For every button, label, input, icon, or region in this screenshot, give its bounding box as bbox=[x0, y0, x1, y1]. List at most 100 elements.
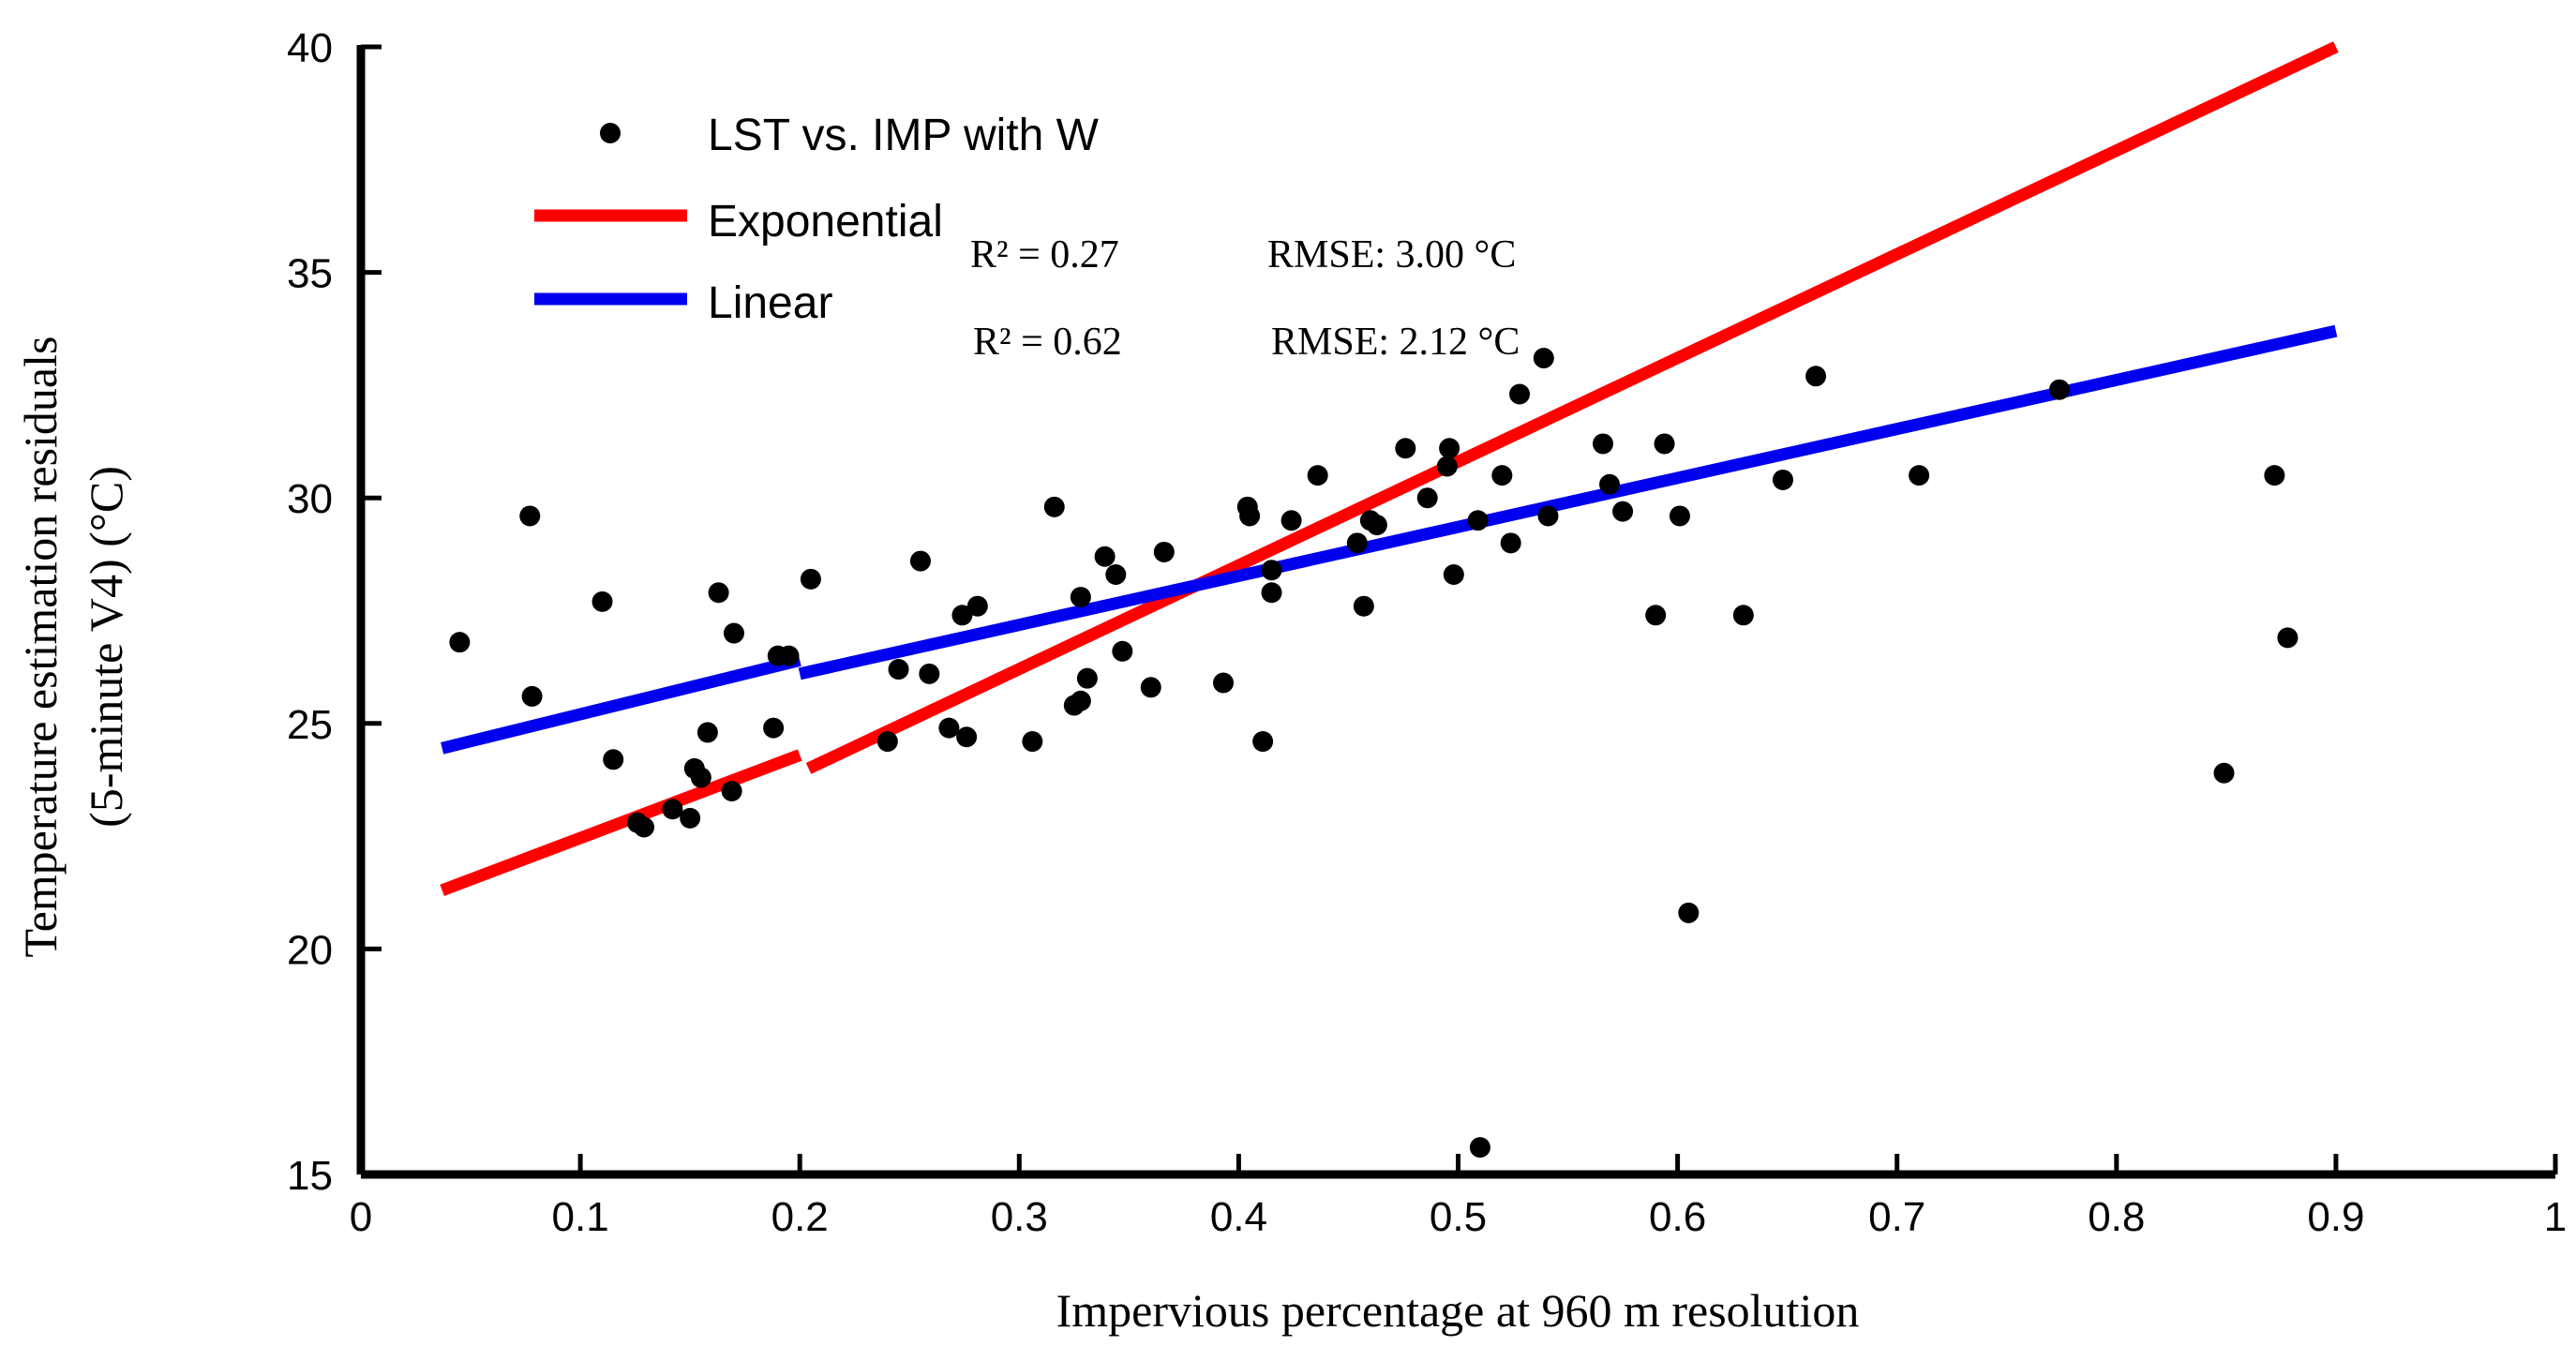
data-point bbox=[1537, 505, 1559, 527]
data-point bbox=[2264, 465, 2285, 486]
fit-line-linear bbox=[441, 654, 801, 755]
data-point bbox=[662, 799, 683, 820]
data-point bbox=[876, 731, 898, 753]
data-point bbox=[1678, 902, 1700, 923]
data-point bbox=[696, 722, 718, 743]
data-point bbox=[1436, 456, 1458, 477]
fit-line-exponential bbox=[805, 41, 2339, 774]
y-axis-title-line2: (5-minute V4) (°C) bbox=[80, 466, 132, 828]
data-point bbox=[519, 505, 541, 527]
legend-label-linear: Linear bbox=[708, 278, 832, 328]
data-point bbox=[966, 595, 988, 617]
data-point bbox=[888, 659, 909, 680]
data-point bbox=[603, 749, 624, 770]
fit-lines bbox=[440, 41, 2339, 896]
x-tick-label: 0.4 bbox=[1210, 1194, 1267, 1240]
x-tick-label: 0.1 bbox=[552, 1194, 609, 1240]
data-point bbox=[1105, 564, 1127, 586]
data-point bbox=[1112, 640, 1133, 662]
x-tick-label: 0.3 bbox=[991, 1194, 1048, 1240]
data-point bbox=[956, 726, 978, 748]
y-tick-label: 35 bbox=[287, 251, 333, 297]
legend-marker-scatter bbox=[600, 123, 621, 143]
data-point bbox=[1533, 348, 1554, 369]
data-point bbox=[1239, 505, 1261, 527]
y-axis-title-group: Temperature estimation residuals (5-minu… bbox=[14, 337, 132, 958]
x-tick-label: 0.9 bbox=[2307, 1194, 2364, 1240]
data-point bbox=[909, 550, 931, 572]
data-point bbox=[1416, 487, 1438, 509]
data-point bbox=[1909, 465, 1930, 486]
data-point bbox=[1153, 541, 1175, 562]
axes bbox=[356, 45, 2555, 1179]
x-tick-label: 1 bbox=[2544, 1194, 2567, 1240]
data-point bbox=[1772, 469, 1793, 490]
data-point bbox=[521, 685, 543, 707]
data-point bbox=[1213, 672, 1235, 694]
data-point bbox=[721, 780, 742, 801]
legend-label-exponential: Exponential bbox=[708, 197, 943, 247]
data-point bbox=[1467, 510, 1489, 531]
data-point bbox=[680, 807, 701, 829]
data-point bbox=[1070, 690, 1091, 711]
legend: LST vs. IMP with W Exponential Linear bbox=[534, 111, 1100, 328]
y-axis-ticks: 15 20 25 30 35 40 bbox=[287, 25, 382, 1199]
data-point bbox=[449, 632, 471, 653]
data-point bbox=[1070, 587, 1091, 608]
data-point bbox=[2213, 762, 2235, 784]
fit-statistics: R² = 0.27 RMSE: 3.00 °C R² = 0.62 RMSE: … bbox=[970, 233, 1520, 364]
data-point bbox=[1307, 465, 1328, 486]
data-point bbox=[690, 767, 711, 788]
x-tick-label: 0.6 bbox=[1649, 1194, 1706, 1240]
data-point bbox=[1509, 383, 1531, 405]
data-point bbox=[592, 591, 613, 612]
fit-line-exponential bbox=[440, 749, 802, 896]
y-tick-label: 40 bbox=[287, 25, 333, 71]
data-point bbox=[919, 663, 940, 684]
stat-rmse-linear: RMSE: 2.12 °C bbox=[1271, 321, 1520, 364]
data-point bbox=[1076, 667, 1098, 689]
data-point bbox=[763, 717, 785, 739]
data-point bbox=[1043, 496, 1065, 517]
x-tick-label: 0 bbox=[350, 1194, 372, 1240]
data-point bbox=[1281, 510, 1302, 531]
y-tick-label: 25 bbox=[287, 702, 333, 748]
data-point bbox=[1346, 532, 1368, 554]
data-point bbox=[778, 645, 800, 666]
x-tick-label: 0.5 bbox=[1430, 1194, 1487, 1240]
stat-r2-exponential: R² = 0.27 bbox=[970, 233, 1119, 277]
data-point bbox=[2277, 627, 2299, 649]
data-point bbox=[1443, 564, 1464, 586]
data-point bbox=[800, 568, 821, 590]
data-point bbox=[938, 717, 960, 739]
fit-line-linear bbox=[798, 324, 2338, 680]
data-point bbox=[1669, 505, 1690, 527]
data-point bbox=[951, 605, 973, 626]
data-point bbox=[1395, 438, 1416, 459]
data-point bbox=[708, 582, 729, 604]
scatter-points bbox=[449, 348, 2299, 1159]
data-point bbox=[1261, 560, 1282, 581]
x-axis-ticks: 0 0.1 0.2 0.3 0.4 0.5 0.6 0.7 0.8 0.9 1 bbox=[350, 1154, 2567, 1240]
data-point bbox=[1645, 605, 1667, 626]
data-point bbox=[1252, 731, 1274, 753]
data-point bbox=[2048, 379, 2070, 400]
data-point bbox=[1654, 433, 1675, 455]
data-point bbox=[1599, 473, 1621, 495]
data-point bbox=[1593, 433, 1614, 455]
data-point bbox=[1500, 532, 1521, 554]
data-point bbox=[1439, 438, 1460, 459]
data-point bbox=[1612, 501, 1634, 522]
data-point bbox=[723, 622, 744, 644]
y-tick-label: 20 bbox=[287, 927, 333, 973]
stat-rmse-exponential: RMSE: 3.00 °C bbox=[1267, 233, 1516, 277]
data-point bbox=[1140, 677, 1161, 698]
data-point bbox=[1805, 366, 1827, 387]
legend-label-scatter: LST vs. IMP with W bbox=[708, 111, 1100, 160]
x-tick-label: 0.8 bbox=[2088, 1194, 2145, 1240]
data-point bbox=[1353, 595, 1374, 617]
x-tick-label: 0.2 bbox=[771, 1194, 829, 1240]
y-axis-title-line1: Temperature estimation residuals bbox=[14, 337, 67, 958]
stat-r2-linear: R² = 0.62 bbox=[973, 321, 1122, 364]
